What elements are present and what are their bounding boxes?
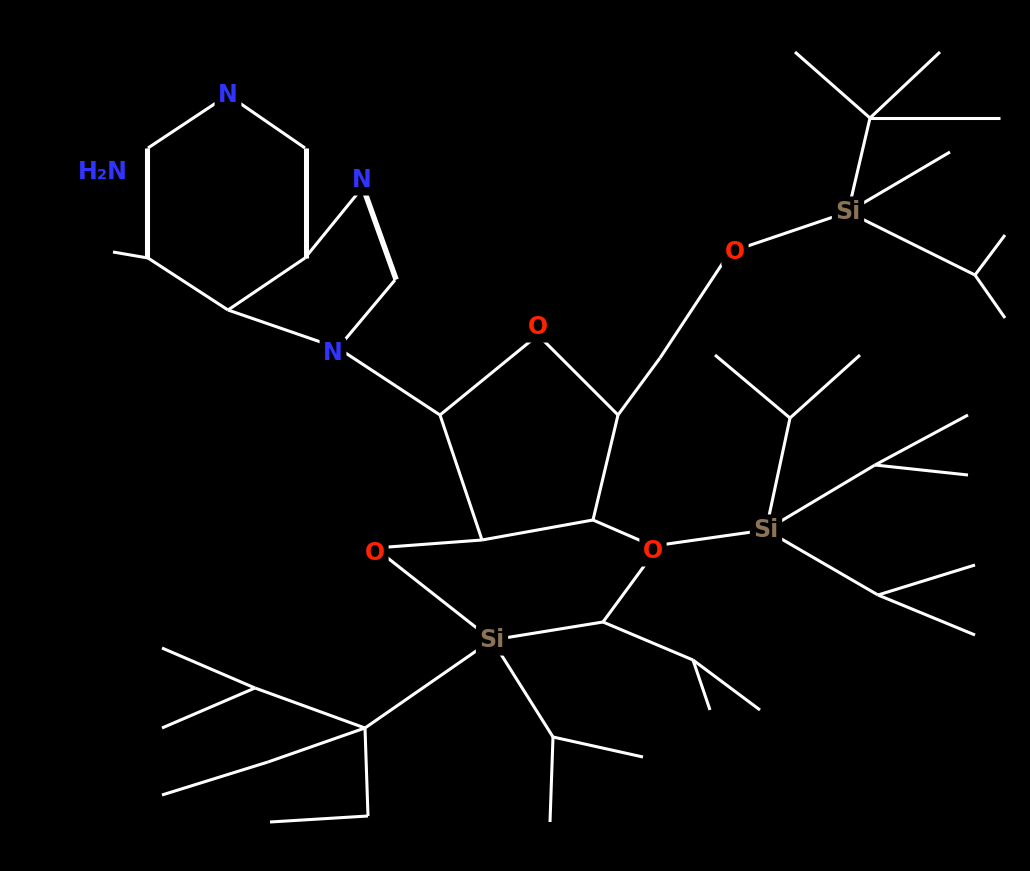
Text: H₂N: H₂N <box>78 160 128 184</box>
Text: O: O <box>725 240 745 264</box>
Text: O: O <box>528 315 548 339</box>
Text: N: N <box>323 341 343 365</box>
Text: Si: Si <box>835 200 861 224</box>
Text: N: N <box>352 168 372 192</box>
Text: N: N <box>218 83 238 107</box>
Text: Si: Si <box>479 628 505 652</box>
Text: O: O <box>643 539 663 563</box>
Text: Si: Si <box>753 518 779 542</box>
Text: O: O <box>365 541 385 565</box>
